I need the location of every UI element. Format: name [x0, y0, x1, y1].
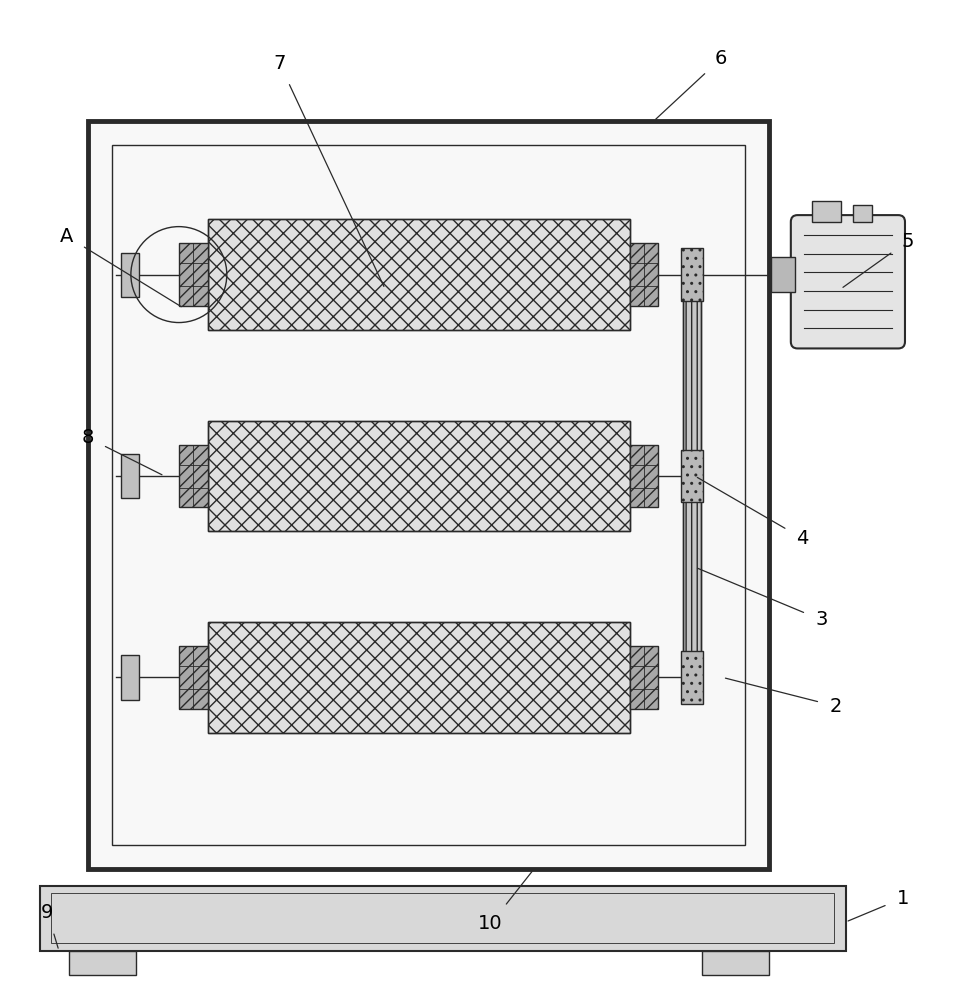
Bar	[680, 450, 702, 502]
Text: 9: 9	[41, 903, 58, 948]
Bar	[770, 257, 794, 292]
FancyBboxPatch shape	[790, 215, 904, 348]
Bar	[51, 893, 833, 943]
Bar	[629, 243, 657, 306]
Bar	[811, 201, 840, 222]
Bar	[111, 145, 744, 845]
Text: 7: 7	[273, 54, 383, 286]
Text: 2: 2	[725, 678, 841, 716]
Bar	[208, 421, 629, 531]
Bar	[680, 248, 702, 301]
Bar	[179, 646, 208, 709]
Bar	[121, 655, 138, 700]
Text: 3: 3	[697, 568, 826, 629]
Bar	[68, 951, 136, 975]
Bar	[682, 275, 700, 677]
Bar	[208, 421, 629, 531]
Bar	[208, 219, 629, 330]
Text: 10: 10	[478, 871, 531, 933]
Bar	[121, 253, 138, 297]
Bar	[208, 219, 629, 330]
Bar	[179, 445, 208, 507]
Bar	[39, 886, 845, 951]
Bar	[701, 951, 768, 975]
Bar	[208, 622, 629, 733]
Text: A: A	[60, 227, 181, 307]
Text: 1: 1	[848, 889, 908, 921]
Text: 6: 6	[655, 49, 727, 119]
Text: 4: 4	[697, 477, 807, 548]
Bar	[87, 121, 768, 869]
Text: 8: 8	[82, 428, 161, 475]
Bar	[121, 454, 138, 498]
Bar	[629, 445, 657, 507]
Text: 5: 5	[842, 232, 913, 287]
Bar	[208, 622, 629, 733]
Bar	[682, 275, 700, 677]
Bar	[629, 646, 657, 709]
Bar	[852, 205, 872, 222]
Bar	[179, 243, 208, 306]
Bar	[680, 651, 702, 704]
